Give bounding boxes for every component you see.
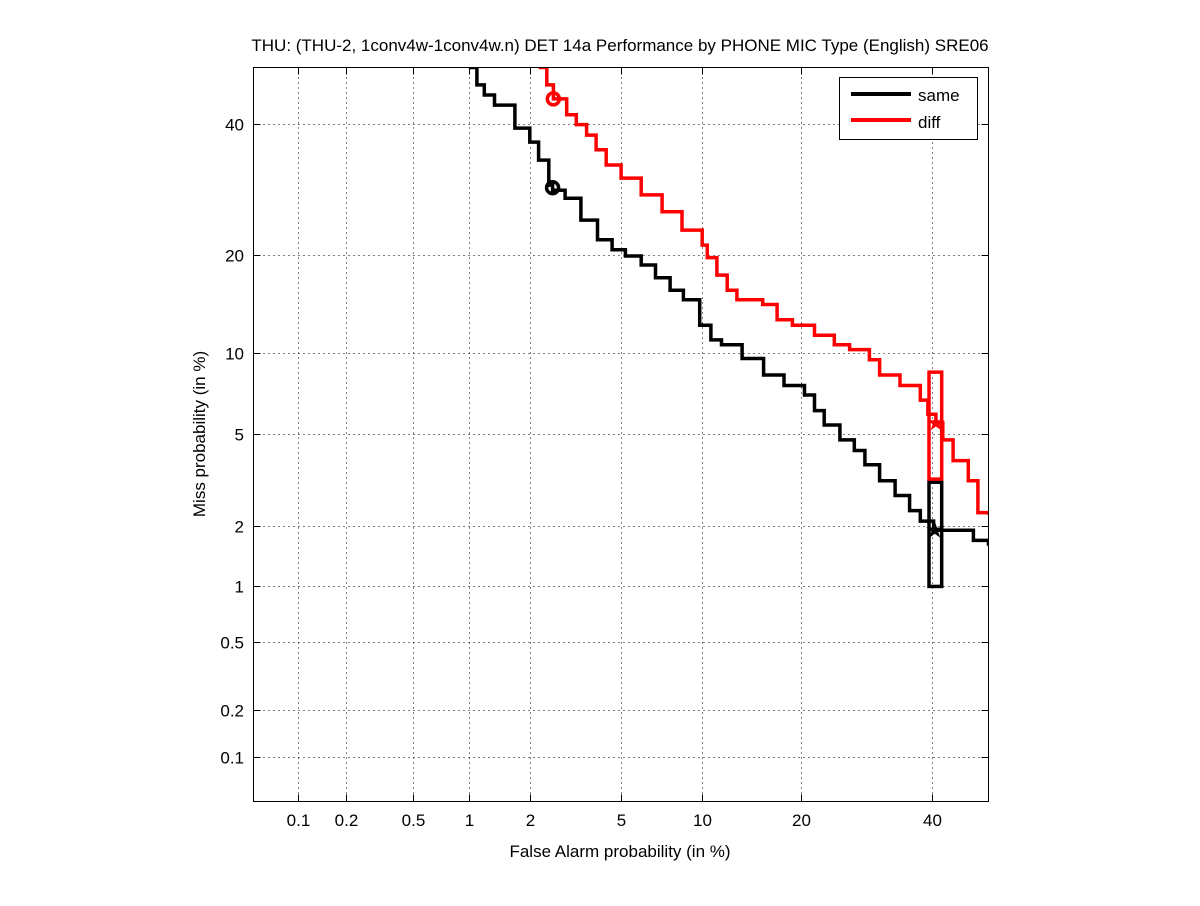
confidence-box-same <box>927 480 944 589</box>
confidence-box-diff <box>927 370 944 481</box>
x-tick-label: 0.1 <box>287 811 311 830</box>
y-tick-label: 2 <box>235 518 244 537</box>
plot-area <box>468 67 989 589</box>
grid <box>253 67 989 802</box>
y-tick-labels: 0.1 0.2 0.5 1 2 5 10 20 40 <box>220 116 244 768</box>
y-tick-label: 0.2 <box>220 702 244 721</box>
y-tick-label: 40 <box>225 116 244 135</box>
x-tick-label: 5 <box>617 811 626 830</box>
y-tick-label: 1 <box>235 578 244 597</box>
x-tick-labels: 0.1 0.2 0.5 1 2 5 10 20 40 <box>287 811 942 830</box>
y-tick-label: 0.1 <box>220 749 244 768</box>
x-tick-label: 1 <box>465 811 474 830</box>
x-tick-label: 0.2 <box>335 811 359 830</box>
x-axis-label: False Alarm probability (in %) <box>509 842 730 861</box>
chart-title: THU: (THU-2, 1conv4w-1conv4w.n) DET 14a … <box>251 36 988 55</box>
y-tick-label: 5 <box>235 426 244 445</box>
x-tick-label: 0.5 <box>402 811 426 830</box>
x-tick-label: 10 <box>693 811 712 830</box>
y-tick-label: 10 <box>225 345 244 364</box>
x-tick-label: 2 <box>526 811 535 830</box>
legend-label-diff: diff <box>918 113 941 132</box>
y-axis-label: Miss probability (in %) <box>190 351 209 517</box>
axes-frame <box>253 67 989 802</box>
y-tick-label: 20 <box>225 247 244 266</box>
min-dcf-marker-same <box>544 179 561 196</box>
legend: same diff <box>839 77 978 140</box>
x-tick-label: 40 <box>923 811 942 830</box>
min-dcf-marker-diff <box>545 91 562 107</box>
legend-box <box>839 77 978 140</box>
x-tick-label: 20 <box>792 811 811 830</box>
act-dcf-marker-diff <box>927 414 945 431</box>
act-dcf-marker-same <box>926 521 944 538</box>
y-tick-label: 0.5 <box>220 634 244 653</box>
series-line-same <box>468 67 989 546</box>
legend-label-same: same <box>918 86 960 105</box>
